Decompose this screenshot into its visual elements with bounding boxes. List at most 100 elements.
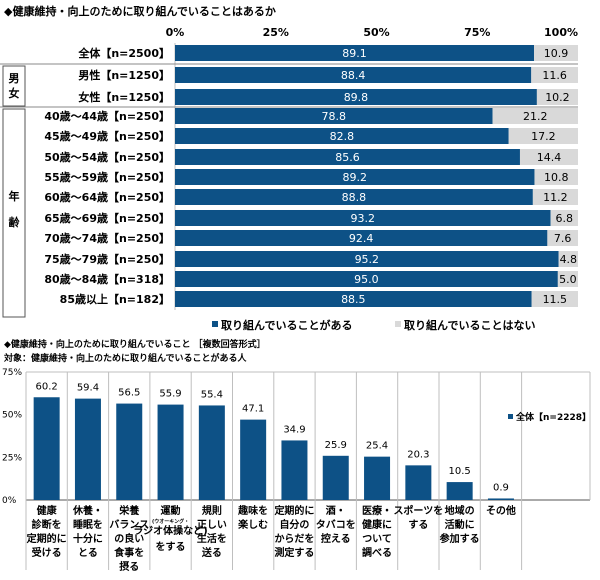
bar-no-value: 14.4 [537, 151, 562, 164]
category-label: からだを [274, 533, 314, 545]
legend-swatch [508, 414, 513, 419]
bar-no [536, 89, 578, 105]
bar [116, 403, 143, 500]
group-label: 齢 [9, 215, 21, 229]
y-tick-label: 25% [2, 453, 22, 463]
bar-yes [175, 149, 520, 165]
bar [74, 398, 101, 500]
bar [322, 455, 349, 500]
category-label: ラジオ体操など) [133, 524, 207, 537]
category-label: 十分に [73, 532, 103, 545]
bar-yes-value: 95.0 [354, 273, 379, 286]
bar-yes-value: 92.4 [349, 232, 374, 245]
category-label: 参加する [440, 532, 480, 545]
category-label: ついて [362, 533, 392, 545]
bar-no [508, 128, 578, 144]
category-label: 楽しむ [237, 518, 268, 531]
category-label: 食事を [113, 546, 144, 559]
legend-label-yes: 取り組んでいることがある [221, 318, 352, 332]
bar [281, 440, 308, 500]
row-label: 40歳～44歳【n=250】 [44, 109, 170, 123]
category-label: 自分の [279, 518, 309, 531]
category-label: (ウオーキング・ [152, 518, 189, 525]
legend-swatch-yes [212, 321, 218, 327]
category-label: 生活を [197, 532, 227, 545]
row-label: 80歳～84歳【n=318】 [44, 272, 170, 286]
category-label: 健康 [37, 504, 58, 517]
bar-yes [175, 169, 535, 185]
bar-yes-value: 88.5 [341, 293, 366, 306]
bar-value: 47.1 [242, 404, 264, 415]
group-label: 女 [9, 86, 20, 100]
row-label: 50歳～54歳【n=250】 [44, 150, 170, 164]
bar-no [557, 271, 578, 287]
category-label: 休養・ [72, 504, 103, 517]
category-label: 地域の [445, 504, 475, 517]
legend-swatch-no [395, 321, 401, 327]
category-label: する [408, 519, 428, 531]
row-label: 60歳～64歳【n=250】 [44, 190, 170, 204]
bar-yes-value: 88.4 [341, 69, 366, 82]
bar-value: 60.2 [36, 381, 58, 392]
bar-yes [175, 210, 551, 226]
bar-yes [175, 189, 533, 205]
bar-value: 25.4 [366, 441, 388, 452]
bar-no-value: 4.8 [560, 253, 578, 266]
y-tick-label: 75% [2, 368, 22, 378]
bar-yes-value: 85.6 [335, 151, 360, 164]
bar [157, 404, 184, 500]
bar-value: 25.9 [325, 440, 347, 451]
row-label: 65歳～69歳【n=250】 [44, 211, 170, 225]
bar-yes-value: 88.8 [342, 191, 367, 204]
chart-title: ◆健康維持・向上のために取り組んでいること ［複数回答形式］ [4, 338, 266, 350]
category-label: 控える [321, 532, 351, 545]
bar-yes [175, 291, 532, 307]
category-label: 健康に [362, 518, 392, 531]
bar [240, 419, 267, 500]
category-label: をする [156, 541, 186, 553]
bar-yes [175, 128, 509, 144]
row-label: 全体【n=2500】 [77, 46, 170, 60]
row-label: 45歳～49歳【n=250】 [44, 129, 170, 143]
category-label: 正しい [197, 519, 227, 531]
bar-no-value: 17.2 [531, 130, 556, 143]
bar-value: 20.3 [407, 449, 429, 460]
row-label: 70歳～74歳【n=250】 [44, 231, 170, 245]
bar-value: 55.9 [159, 389, 181, 400]
bar-yes [175, 89, 537, 105]
bar-no-value: 6.8 [556, 212, 574, 225]
row-label: 75歳～79歳【n=250】 [44, 252, 170, 266]
group-label: 男 [9, 72, 20, 85]
x-tick-label: 75% [464, 26, 490, 39]
bar [446, 482, 473, 500]
bar-yes-value: 89.8 [344, 91, 369, 104]
bar-value: 56.5 [118, 388, 140, 399]
row-label: 85歳以上【n=182】 [60, 292, 170, 306]
x-tick-label: 50% [363, 26, 389, 39]
category-label: 受ける [32, 546, 62, 559]
category-label: その他 [486, 504, 516, 517]
bar [405, 465, 432, 500]
bar-no-value: 7.6 [554, 232, 572, 245]
x-tick-label: 25% [263, 26, 289, 39]
category-label: スポーツを [393, 504, 443, 517]
bar-yes-value: 89.2 [342, 171, 367, 184]
group-box [2, 108, 26, 318]
bar-no-value: 11.5 [543, 293, 568, 306]
category-label: タバコを [316, 519, 356, 531]
category-label: 摂る [119, 560, 139, 573]
legend-label: 全体【n=2228】 [515, 411, 591, 423]
bar-no-value: 11.6 [542, 69, 567, 82]
category-label: 医療・ [362, 504, 392, 517]
bar-value: 55.4 [201, 389, 223, 400]
bar-no-value: 10.9 [544, 47, 569, 60]
bar-yes [175, 251, 559, 267]
category-label: バランス [109, 519, 149, 531]
category-label: 定期的に [274, 504, 314, 517]
category-label: とる [78, 547, 98, 559]
category-label: 定期的に [27, 532, 67, 545]
bar [33, 397, 60, 500]
category-label: 酒・ [326, 504, 346, 517]
